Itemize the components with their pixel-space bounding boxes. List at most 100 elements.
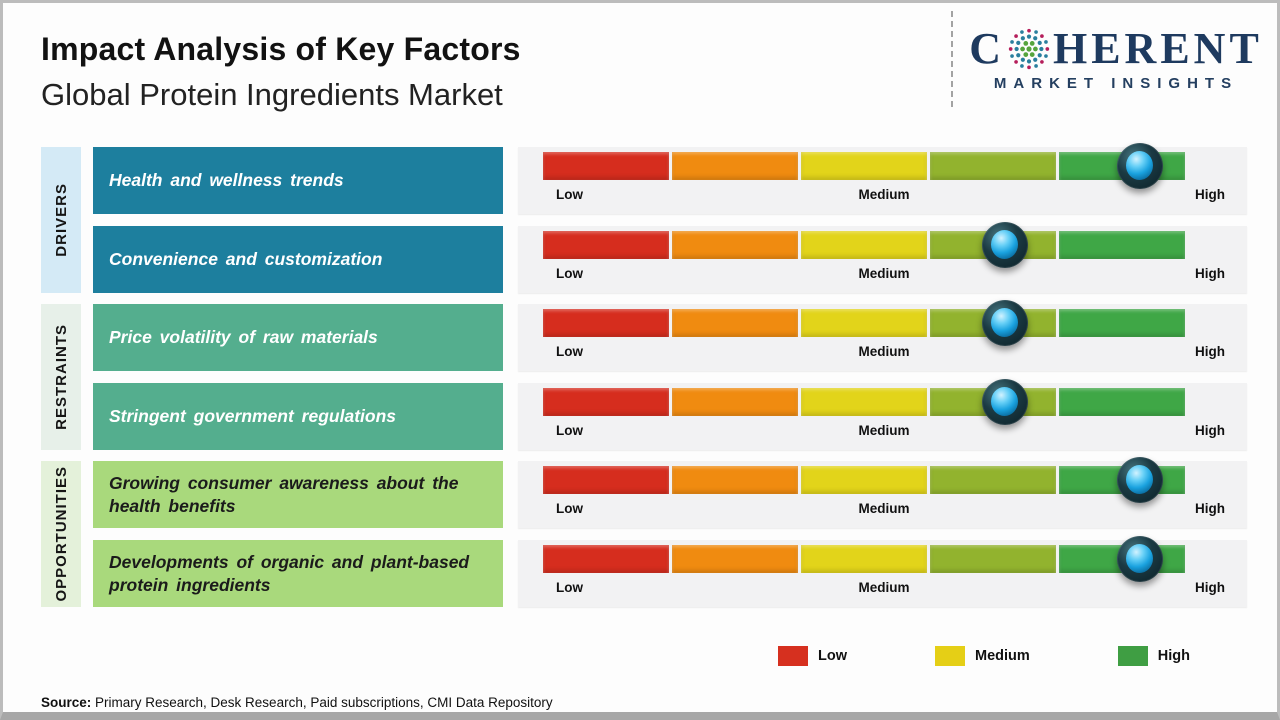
page-title: Impact Analysis of Key Factors <box>41 31 521 67</box>
impact-marker <box>1117 143 1164 189</box>
impact-marker <box>982 222 1029 268</box>
factor-label: Price volatility of raw materials <box>109 327 378 348</box>
factor-box: Developments of organic and plant-based … <box>93 540 503 607</box>
factor-row: Developments of organic and plant-based … <box>93 536 1247 607</box>
impact-marker <box>1117 457 1164 503</box>
bar-segment-medium-high <box>930 466 1056 494</box>
factor-label: Developments of organic and plant-based … <box>109 551 470 595</box>
bar-segment-low <box>543 152 669 180</box>
impact-bar <box>543 457 1185 503</box>
bar-segment-low <box>543 388 669 416</box>
scale-labels: Low Medium High <box>543 266 1225 281</box>
legend-swatch-medium <box>935 646 965 666</box>
scale-label-high: High <box>1195 187 1225 202</box>
bar-segment-high <box>1059 309 1185 337</box>
bar-segment-medium <box>801 309 927 337</box>
scale-label-low: Low <box>556 344 583 359</box>
scale-label-high: High <box>1195 266 1225 281</box>
scale-labels: Low Medium High <box>543 501 1225 516</box>
scale-label-low: Low <box>556 580 583 595</box>
impact-marker <box>982 300 1029 346</box>
impact-marker <box>982 379 1029 425</box>
brand-tagline: MARKET INSIGHTS <box>993 74 1239 92</box>
bar-segment-high <box>1059 231 1185 259</box>
bar-segment-medium <box>801 466 927 494</box>
scale-labels: Low Medium High <box>543 580 1225 595</box>
bar-segment-low-medium <box>672 388 798 416</box>
factor-row: Price volatility of raw materials Low Me… <box>93 300 1247 371</box>
legend-swatch-high <box>1117 646 1148 666</box>
scale-label-low: Low <box>556 266 583 281</box>
legend-item-high: High <box>1117 646 1190 666</box>
impact-scale-panel: Low Medium High <box>518 300 1247 371</box>
group-restraints: RESTRAINTS Price volatility of raw mater… <box>41 300 1247 450</box>
scale-label-high: High <box>1195 580 1225 595</box>
bar-segment-low <box>543 545 669 573</box>
impact-scale-panel: Low Medium High <box>518 536 1247 607</box>
scale-label-high: High <box>1195 344 1225 359</box>
legend-swatch-low <box>778 646 808 666</box>
source-prefix: Source: <box>41 695 92 710</box>
bar-segment-low-medium <box>672 152 798 180</box>
scale-label-low: Low <box>556 423 583 438</box>
source-note: Source: Primary Research, Desk Research,… <box>41 695 553 710</box>
logo-globe-icon <box>1008 28 1050 69</box>
brand-letters-rest: HERENT <box>1052 23 1263 73</box>
impact-scale-panel: Low Medium High <box>518 222 1247 293</box>
bar-segment-low-medium <box>672 466 798 494</box>
scale-label-medium: Medium <box>858 344 910 359</box>
scale-label-low: Low <box>556 187 583 202</box>
group-label-text: DRIVERS <box>52 183 70 257</box>
scale-label-medium: Medium <box>858 187 910 202</box>
legend-item-low: Low <box>778 646 847 666</box>
scale-labels: Low Medium High <box>543 344 1225 359</box>
bar-segment-medium <box>801 388 927 416</box>
scale-label-high: High <box>1195 501 1225 516</box>
factor-box: Growing consumer awareness about the hea… <box>93 461 503 528</box>
bar-segment-medium <box>801 545 927 573</box>
brand-logo: C <box>951 11 1267 107</box>
impact-scale-panel: Low Medium High <box>518 143 1247 214</box>
bar-segment-medium-high <box>930 545 1056 573</box>
bar-segment-medium <box>801 231 927 259</box>
scale-label-high: High <box>1195 423 1225 438</box>
factor-row: Stringent government regulations Low Med… <box>93 379 1247 450</box>
scale-label-medium: Medium <box>858 423 910 438</box>
impact-marker <box>1117 536 1164 582</box>
factor-row: Convenience and customization Low Medium… <box>93 222 1247 293</box>
group-label-strip-drivers: DRIVERS <box>41 147 81 293</box>
impact-bar <box>543 300 1185 346</box>
factor-box: Price volatility of raw materials <box>93 304 503 371</box>
scale-label-medium: Medium <box>858 501 910 516</box>
impact-scale-panel: Low Medium High <box>518 457 1247 528</box>
group-label-text: OPPORTUNITIES <box>52 466 70 602</box>
scale-label-medium: Medium <box>858 580 910 595</box>
bar-segment-medium-high <box>930 152 1056 180</box>
legend-label-high: High <box>1157 648 1190 664</box>
brand-letter-c: C <box>969 23 1005 73</box>
legend-item-medium: Medium <box>935 646 1030 666</box>
bar-segment-low-medium <box>672 545 798 573</box>
impact-bar <box>543 143 1185 189</box>
bar-segment-medium <box>801 152 927 180</box>
scale-labels: Low Medium High <box>543 187 1225 202</box>
factor-label: Convenience and customization <box>109 249 383 270</box>
factor-label: Stringent government regulations <box>109 406 396 427</box>
impact-bar <box>543 379 1185 425</box>
impact-scale-panel: Low Medium High <box>518 379 1247 450</box>
legend: Low Medium High <box>778 646 1190 666</box>
scale-label-medium: Medium <box>858 266 910 281</box>
group-label-strip-restraints: RESTRAINTS <box>41 304 81 450</box>
brand-name: C <box>965 23 1267 73</box>
impact-matrix: DRIVERS Health and wellness trends Low M… <box>41 143 1247 618</box>
bar-segment-low-medium <box>672 309 798 337</box>
bar-segment-low <box>543 309 669 337</box>
legend-label-low: Low <box>818 648 847 664</box>
impact-bar <box>543 222 1185 268</box>
source-text: Primary Research, Desk Research, Paid su… <box>91 695 553 710</box>
header: Impact Analysis of Key Factors Global Pr… <box>41 31 521 113</box>
factor-box: Stringent government regulations <box>93 383 503 450</box>
group-label-text: RESTRAINTS <box>52 324 70 430</box>
bar-segment-low-medium <box>672 231 798 259</box>
page-subtitle: Global Protein Ingredients Market <box>41 77 503 112</box>
